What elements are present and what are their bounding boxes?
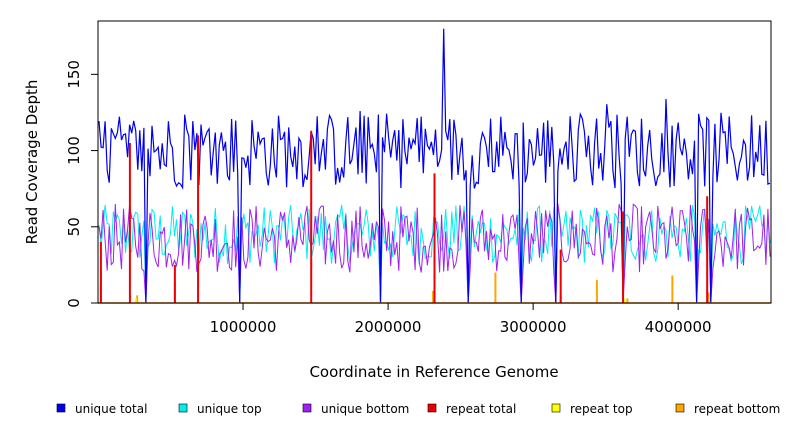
y-tick-label: 150: [65, 60, 83, 89]
y-tick-label: 50: [65, 217, 83, 236]
plot-frame: [97, 20, 772, 304]
x-tick-label: 1000000: [210, 318, 277, 336]
legend-swatch-repeat-total: [427, 403, 437, 413]
legend-label-unique-top: unique top: [197, 402, 262, 416]
y-axis-label: Read Coverage Depth: [23, 80, 41, 245]
x-tick-label: 3000000: [500, 318, 567, 336]
y-tick-label: 0: [65, 298, 83, 308]
y-tick-label: 100: [65, 136, 83, 165]
legend-label-repeat-bottom: repeat bottom: [694, 402, 780, 416]
legend-swatch-unique-total: [56, 403, 66, 413]
legend-swatch-unique-top: [178, 403, 188, 413]
x-axis-label: Coordinate in Reference Genome: [309, 363, 558, 381]
legend-label-unique-total: unique total: [75, 402, 147, 416]
legend-label-unique-bottom: unique bottom: [321, 402, 409, 416]
legend: unique total unique top unique bottom repea…: [56, 402, 780, 416]
legend-swatch-repeat-bottom: [675, 403, 685, 413]
x-tick-label: 2000000: [355, 318, 422, 336]
axes-layer: 1000000 2000000 3000000 4000000 0 50 100 150: [65, 60, 712, 336]
legend-swatch-repeat-top: [551, 403, 561, 413]
legend-label-repeat-total: repeat total: [446, 402, 516, 416]
series-line-unique-total: [98, 28, 771, 304]
x-tick-label: 4000000: [645, 318, 712, 336]
legend-swatch-unique-bottom: [302, 403, 312, 413]
series-layer: [98, 28, 771, 304]
legend-label-repeat-top: repeat top: [570, 402, 633, 416]
